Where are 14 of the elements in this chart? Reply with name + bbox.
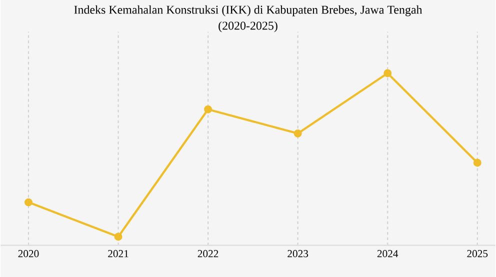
x-tick-label: 2022: [198, 250, 218, 258]
point: [24, 198, 32, 206]
chart-title: Indeks Kemahalan Konstruksi (IKK) di Kabupaten Brebes, Jawa Tengah: [74, 5, 422, 16]
x-tick-label: 2020: [18, 250, 39, 258]
chart-subtitle: (2020-2025): [218, 21, 278, 32]
x-tick-label: 2025: [467, 250, 488, 258]
point: [294, 129, 302, 138]
point: [114, 232, 122, 241]
x-tick-label: 2023: [288, 250, 308, 258]
point: [384, 69, 392, 78]
point: [473, 158, 482, 167]
point: [204, 105, 212, 114]
x-tick-label: 2024: [377, 250, 398, 258]
x-tick-label: 2021: [108, 250, 128, 258]
